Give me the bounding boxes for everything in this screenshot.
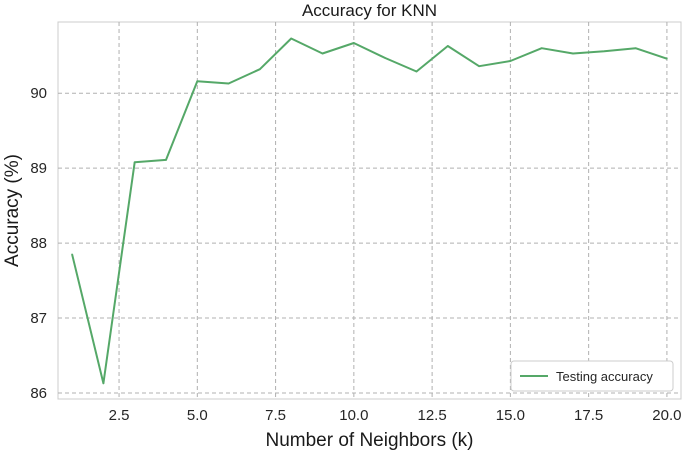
data-point bbox=[478, 65, 480, 68]
chart-title: Accuracy for KNN bbox=[302, 1, 437, 20]
data-point bbox=[259, 68, 261, 71]
series-layer bbox=[71, 37, 668, 385]
legend-label-testing-accuracy: Testing accuracy bbox=[556, 369, 653, 384]
data-point bbox=[71, 253, 73, 256]
data-point bbox=[165, 159, 167, 161]
x-tick-label: 2.5 bbox=[109, 407, 130, 424]
grid bbox=[58, 22, 681, 399]
x-tick-label: 15.0 bbox=[496, 407, 525, 424]
data-point bbox=[196, 80, 199, 83]
data-point bbox=[290, 37, 293, 40]
plot-area bbox=[57, 21, 682, 400]
y-tick-label: 87 bbox=[30, 310, 47, 327]
x-tick-label: 5.0 bbox=[187, 407, 208, 424]
data-point bbox=[384, 57, 386, 59]
data-point bbox=[446, 45, 449, 47]
y-tick-label: 90 bbox=[30, 85, 47, 102]
data-point bbox=[603, 50, 606, 53]
plot-frame bbox=[57, 21, 682, 400]
x-tick-label: 17.5 bbox=[574, 407, 603, 424]
data-point bbox=[227, 82, 230, 85]
data-point bbox=[572, 52, 574, 55]
data-point bbox=[133, 161, 136, 163]
series-line-testing-accuracy bbox=[71, 37, 668, 385]
y-axis-label: Accuracy (%) bbox=[2, 154, 23, 267]
y-tick-label: 86 bbox=[30, 385, 47, 402]
x-tick-label: 12.5 bbox=[418, 407, 447, 424]
x-tick-labels: 2.5 5.0 7.5 10.0 12.5 15.0 17.5 20.0 bbox=[109, 407, 682, 424]
x-tick-label: 20.0 bbox=[652, 407, 681, 424]
data-point bbox=[540, 47, 543, 50]
data-point bbox=[353, 42, 355, 44]
y-tick-label: 89 bbox=[30, 160, 47, 177]
x-tick-label: 10.0 bbox=[339, 407, 368, 424]
data-point bbox=[321, 52, 324, 55]
y-tick-labels: 86 87 88 89 90 bbox=[30, 85, 47, 402]
data-point bbox=[634, 47, 637, 50]
data-point bbox=[415, 70, 418, 73]
data-point bbox=[509, 60, 512, 62]
x-axis-label: Number of Neighbors (k) bbox=[265, 430, 473, 451]
x-tick-label: 7.5 bbox=[265, 407, 286, 424]
data-point bbox=[666, 57, 668, 60]
data-point bbox=[102, 382, 105, 385]
y-tick-label: 88 bbox=[30, 235, 47, 252]
legend-box bbox=[510, 360, 674, 392]
legend: Testing accuracy bbox=[510, 360, 674, 392]
